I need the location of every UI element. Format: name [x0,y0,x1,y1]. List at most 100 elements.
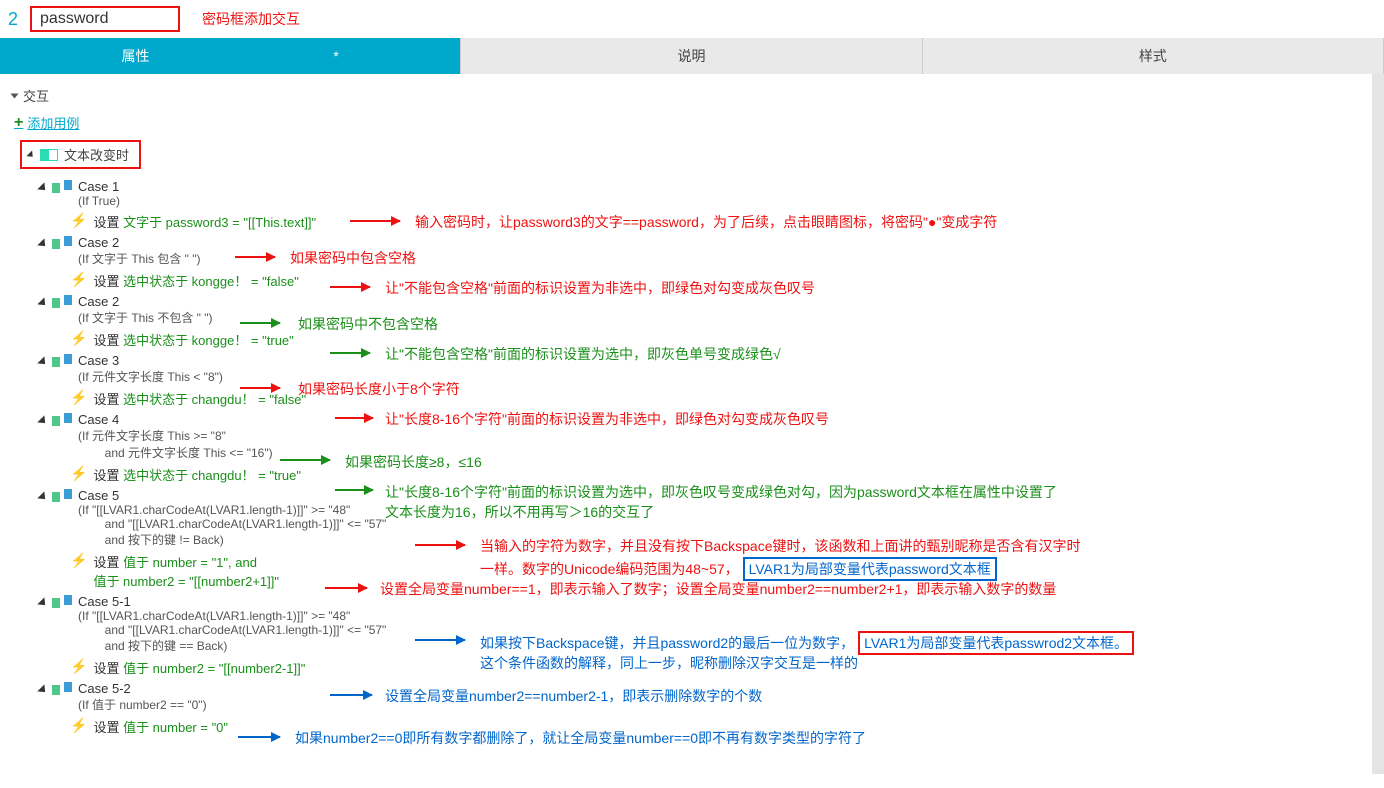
annotation-header: 密码框添加交互 [202,9,300,29]
bolt-icon: ⚡ [70,330,87,347]
annotation-part: 如果按下Backspace键，并且password2的最后一位为数字， [480,635,854,651]
action-target: 选中状态于 changdu！ = "true" [123,468,301,483]
arrow-icon [335,489,373,491]
case-title: Case 2 [78,235,201,250]
arrow-icon [330,694,372,696]
chevron-icon [37,238,48,249]
case-icon [52,354,72,368]
case-condition: (If "[[LVAR1.charCodeAt(LVAR1.length-1)]… [78,503,386,548]
case-title: Case 2 [78,294,213,309]
bolt-icon: ⚡ [70,212,87,229]
annotation: 让"不能包含空格"前面的标识设置为非选中，即绿色对勾变成灰色叹号 [385,278,815,298]
arrow-icon [330,286,370,288]
case-title: Case 3 [78,353,223,368]
annotation-boxed: LVAR1为局部变量代表passwrod2文本框。 [858,631,1134,655]
annotation: 文本长度为16，所以不用再写＞16的交互了 [385,502,654,522]
bolt-icon: ⚡ [70,465,87,482]
case-condition: (If 元件文字长度 This >= "8" and 元件文字长度 This <… [78,427,273,461]
annotation: 让"长度8-16个字符"前面的标识设置为选中，即灰色叹号变成绿色对勾，因为pas… [385,482,1057,502]
chevron-icon [26,150,35,159]
arrow-icon [240,322,280,324]
action-verb: 设置 [93,720,123,735]
case-icon [52,295,72,309]
case-icon [52,595,72,609]
action-target: 选中状态于 kongge！ = "true" [123,333,294,348]
annotation: 设置全局变量number==1，即表示输入了数字；设置全局变量number2==… [380,579,1056,599]
case-title: Case 5-2 [78,681,207,696]
case-icon [52,236,72,250]
action-verb: 设置 [93,661,123,676]
annotation-part: 一样。数字的Unicode编码范围为48~57， [480,561,739,577]
action-row[interactable]: ⚡ 设置 选中状态于 changdu！ = "false" [40,387,1372,410]
action-verb: 设置 [93,555,123,570]
annotation: 如果密码中不包含空格 [298,314,438,334]
action-target: 值于 number2 = "[[number2-1]]" [123,661,305,676]
arrow-icon [330,352,370,354]
case-icon [52,682,72,696]
case-title: Case 4 [78,412,273,427]
annotation: 设置全局变量number2==number2-1，即表示删除数字的个数 [385,686,762,706]
annotation-combined: 一样。数字的Unicode编码范围为48~57， LVAR1为局部变量代表pas… [480,557,997,581]
case-condition: (If True) [78,194,120,208]
case-icon [52,413,72,427]
chevron-icon [37,684,48,695]
annotation: 如果密码长度小于8个字符 [298,379,460,399]
arrow-icon [415,639,465,641]
chevron-down-icon [11,93,19,98]
case-icon [52,180,72,194]
arrow-icon [335,417,373,419]
add-case-label: 添加用例 [27,113,79,132]
event-label: 文本改变时 [64,145,129,164]
add-case-link[interactable]: + 添加用例 [12,109,1372,136]
action-verb: 设置 [93,215,123,230]
annotation: 如果密码长度≥8，≤16 [345,452,482,472]
action-verb: 设置 [93,333,123,348]
case-header[interactable]: Case 2 (If 文字于 This 包含 " ") [40,233,1372,269]
bolt-icon: ⚡ [70,658,87,675]
tab-style[interactable]: 样式 [923,38,1384,74]
section-title: 交互 [23,86,49,105]
case-condition: (If 文字于 This 包含 " ") [78,250,201,267]
interactions-panel: 交互 + 添加用例 文本改变时 Case 1 (If True) ⚡ 设置 文字… [0,74,1384,774]
case-condition: (If 值于 number2 == "0") [78,696,207,713]
chevron-icon [37,356,48,367]
action-target: 值于 number = "0" [123,720,228,735]
item-number: 2 [8,9,18,30]
tabs-bar: 属性 * 说明 样式 [0,38,1384,74]
chevron-icon [37,415,48,426]
case-icon [52,489,72,503]
tab-properties-label: 属性 [121,48,149,64]
bolt-icon: ⚡ [70,552,87,569]
case-condition: (If 文字于 This 不包含 " ") [78,309,213,326]
chevron-icon [37,297,48,308]
plus-icon: + [14,114,23,132]
chevron-icon [37,182,48,193]
tab-properties[interactable]: 属性 * [0,38,461,74]
annotation: 让"不能包含空格"前面的标识设置为选中，即灰色单号变成绿色√ [385,344,781,364]
bolt-icon: ⚡ [70,389,87,406]
action-target: 文字于 password3 = "[[This.text]]" [123,215,316,230]
action-target: 选中状态于 changdu！ = "false" [123,392,306,407]
action-verb: 设置 [93,274,123,289]
annotation-combined: 如果按下Backspace键，并且password2的最后一位为数字， LVAR… [480,631,1134,655]
editor-header: 2 password 密码框添加交互 [0,0,1384,38]
event-icon [40,149,58,161]
arrow-icon [350,220,400,222]
annotation: 输入密码时，让password3的文字==password，为了后续，点击眼睛图… [415,212,997,232]
event-on-text-change[interactable]: 文本改变时 [20,140,141,169]
bolt-icon: ⚡ [70,717,87,734]
section-interactions-toggle[interactable]: 交互 [12,82,1372,109]
case-condition: (If 元件文字长度 This < "8") [78,368,223,385]
case-condition: (If "[[LVAR1.charCodeAt(LVAR1.length-1)]… [78,609,386,654]
bolt-icon: ⚡ [70,271,87,288]
annotation: 如果number2==0即所有数字都删除了，就让全局变量number==0即不再… [295,728,866,748]
chevron-icon [37,491,48,502]
tab-notes[interactable]: 说明 [461,38,922,74]
case-header[interactable]: Case 1 (If True) [40,177,1372,210]
arrow-icon [240,387,280,389]
widget-name-display: password [30,6,180,32]
tab-dirty-marker: * [333,48,338,64]
action-verb: 设置 [93,392,123,407]
arrow-icon [238,736,280,738]
case-title: Case 1 [78,179,120,194]
